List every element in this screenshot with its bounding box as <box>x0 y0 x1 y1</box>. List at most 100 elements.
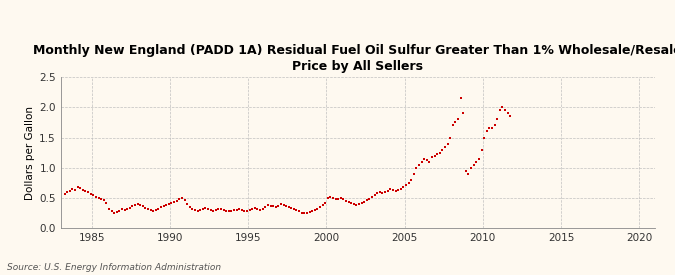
Point <box>398 185 409 189</box>
Point <box>59 192 70 196</box>
Point <box>439 144 450 149</box>
Point <box>289 207 300 211</box>
Point <box>90 195 101 199</box>
Point <box>117 207 128 212</box>
Point <box>327 196 338 200</box>
Point <box>432 152 443 157</box>
Point <box>267 204 278 209</box>
Point <box>435 150 446 155</box>
Point <box>296 210 307 215</box>
Point <box>380 190 391 194</box>
Point <box>317 203 328 207</box>
Point <box>427 155 437 159</box>
Point <box>304 210 315 214</box>
Point <box>484 126 495 131</box>
Point <box>99 198 109 203</box>
Point <box>375 190 385 194</box>
Point <box>106 209 117 213</box>
Point <box>171 199 182 203</box>
Point <box>254 208 265 212</box>
Point <box>323 196 333 200</box>
Point <box>211 208 221 212</box>
Point <box>103 207 114 211</box>
Point <box>140 205 151 210</box>
Point <box>418 156 429 161</box>
Point <box>453 117 464 122</box>
Point <box>153 207 164 211</box>
Point <box>119 208 130 212</box>
Point <box>242 209 252 213</box>
Point <box>325 195 335 199</box>
Point <box>455 96 466 100</box>
Point <box>497 105 508 109</box>
Point <box>364 197 375 201</box>
Point <box>88 193 99 197</box>
Point <box>306 209 317 213</box>
Point <box>176 196 187 200</box>
Point <box>263 203 273 207</box>
Point <box>437 147 448 152</box>
Point <box>471 160 482 164</box>
Point <box>166 201 177 205</box>
Point <box>473 156 484 161</box>
Point <box>114 208 125 213</box>
Point <box>466 166 477 170</box>
Point <box>309 208 320 212</box>
Point <box>403 181 414 185</box>
Point <box>200 206 211 210</box>
Point <box>400 183 411 187</box>
Y-axis label: Dollars per Gallon: Dollars per Gallon <box>25 106 35 200</box>
Point <box>192 208 203 213</box>
Point <box>445 135 456 140</box>
Point <box>101 201 112 205</box>
Point <box>354 202 364 206</box>
Point <box>142 207 153 211</box>
Point <box>385 187 396 191</box>
Point <box>64 189 75 193</box>
Point <box>184 205 195 209</box>
Point <box>302 210 313 215</box>
Point <box>346 201 356 205</box>
Point <box>78 187 88 192</box>
Point <box>260 205 271 209</box>
Point <box>127 204 138 209</box>
Point <box>468 163 479 167</box>
Point <box>265 204 276 208</box>
Point <box>359 199 370 204</box>
Point <box>481 129 492 134</box>
Point <box>213 207 223 211</box>
Point <box>361 198 372 203</box>
Point <box>234 207 244 212</box>
Point <box>148 209 159 213</box>
Point <box>505 114 516 119</box>
Point <box>75 186 86 191</box>
Point <box>502 111 513 116</box>
Point <box>218 208 229 212</box>
Point <box>291 208 302 212</box>
Point <box>492 117 503 122</box>
Point <box>351 203 362 207</box>
Point <box>416 160 427 164</box>
Point <box>299 211 310 215</box>
Point <box>315 205 325 209</box>
Point <box>132 202 143 206</box>
Point <box>270 205 281 209</box>
Point <box>393 187 404 192</box>
Point <box>250 206 261 210</box>
Point <box>429 153 440 158</box>
Point <box>408 172 419 176</box>
Point <box>83 190 94 194</box>
Point <box>229 208 240 212</box>
Point <box>223 209 234 213</box>
Point <box>458 111 468 116</box>
Point <box>62 190 73 194</box>
Point <box>135 203 146 207</box>
Point <box>221 208 232 213</box>
Point <box>489 123 500 128</box>
Point <box>424 160 435 164</box>
Point <box>244 208 255 212</box>
Point <box>85 192 96 196</box>
Point <box>387 188 398 192</box>
Point <box>460 169 471 173</box>
Point <box>187 207 198 211</box>
